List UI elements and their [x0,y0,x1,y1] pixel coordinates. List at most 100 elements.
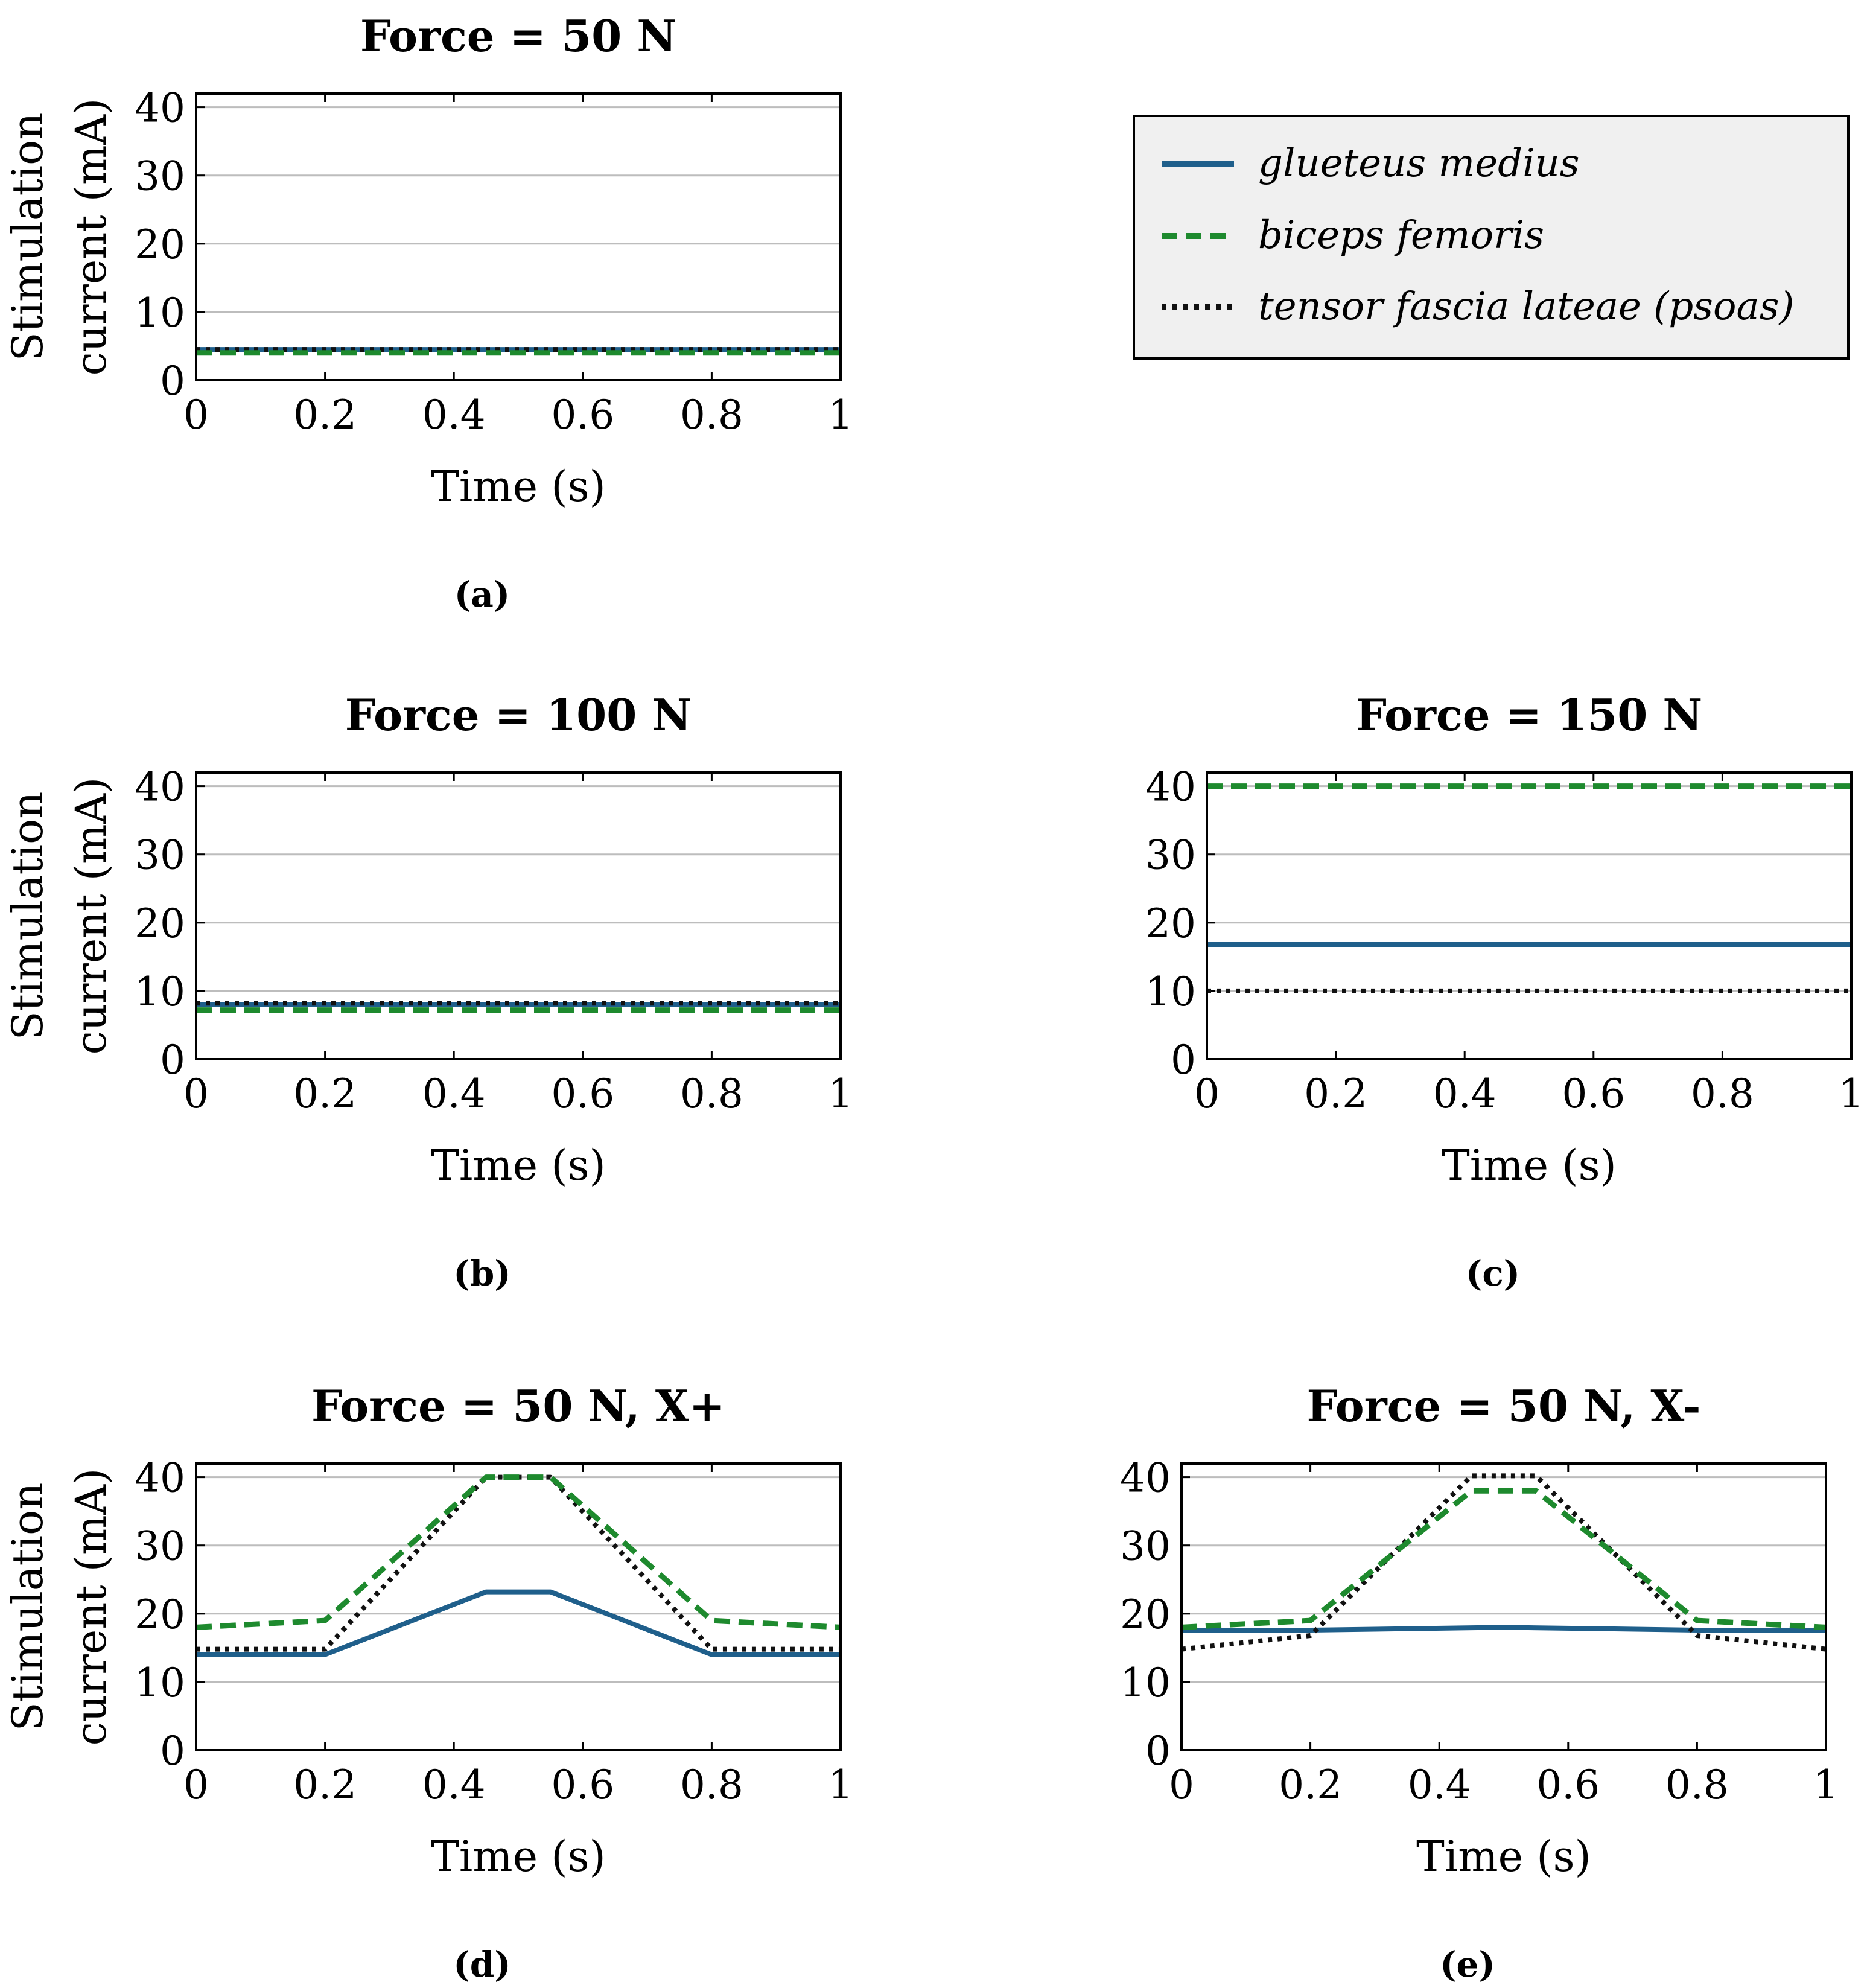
y-tick-label: 0 [1145,1728,1171,1774]
x-axis-label: Time (s) [431,462,606,511]
x-tick-label: 1 [828,1762,853,1808]
y-tick-label: 10 [1145,969,1196,1015]
x-tick-label: 0.2 [1304,1071,1367,1117]
chart-title: Force = 50 N [360,10,676,62]
x-axis-label: Time (s) [431,1141,606,1190]
x-tick-label: 0.2 [1279,1762,1342,1808]
plot-frame [195,1462,842,1751]
x-tick-label: 0.4 [1408,1762,1471,1808]
chart-panel-e: 0 10 20 30 40 0 0.2 0.4 0.6 0.8 1 Force = 50 N, X- T… [1120,1380,1839,1985]
x-tick-label: 0.6 [551,1071,614,1117]
y-tick-label: 40 [135,1455,185,1502]
plot-area [196,773,841,1059]
x-tick-label: 0.4 [422,1762,486,1808]
y-tick-label: 20 [1145,900,1196,947]
series-line-biceps [1181,1488,1827,1630]
x-tick-label: 0 [1169,1762,1194,1808]
x-tick-label: 0.4 [1433,1071,1496,1117]
series-line-biceps [196,1474,841,1630]
plot-frame [195,771,842,1060]
y-tick-label: 20 [135,221,185,268]
x-tick-label: 0 [183,392,209,438]
legend: glueteus medius biceps femoris tensor fa… [1133,115,1850,360]
series-line-glueteus [196,1589,841,1657]
x-tick-label: 1 [828,1071,853,1117]
chart-panel-a: 0 10 20 30 40 0 0.2 0.4 0.6 0.8 1 Force = 50 N Time … [3,10,853,615]
x-tick-label: 0.4 [422,1071,486,1117]
chart-title: Force = 100 N [345,689,692,741]
x-tick-label: 1 [828,392,853,438]
series-line-glueteus [1182,1625,1826,1633]
y-tick-label: 0 [1171,1037,1196,1083]
x-tick-label: 0.6 [1536,1762,1600,1808]
plot-area [196,94,841,380]
y-tick-label: 10 [135,290,185,336]
x-tick-label: 1 [1839,1071,1864,1117]
y-tick-label: 40 [135,764,185,811]
y-axis-label: current (mA) [66,1468,116,1746]
y-tick-label: 20 [135,1591,185,1638]
y-axis-label: current (mA) [66,777,116,1055]
x-tick-label: 1 [1813,1762,1839,1808]
y-tick-label: 30 [1145,832,1196,879]
chart-panel-c: 0 10 20 30 40 0 0.2 0.4 0.6 0.8 1 Force = 150 N Time… [1145,689,1864,1294]
subfigure-caption: (b) [453,1253,510,1294]
x-tick-label: 0.4 [422,392,486,438]
x-tick-label: 0.8 [680,392,743,438]
y-tick-label: 0 [160,1728,185,1774]
x-tick-label: 0.8 [680,1762,743,1808]
subfigure-caption: (d) [453,1944,510,1985]
y-axis-label: current (mA) [66,98,116,376]
y-tick-label: 30 [135,153,185,200]
chart-panel-d: 0 10 20 30 40 0 0.2 0.4 0.6 0.8 1 Force = 50 N, X+ T… [3,1380,853,1985]
chart-title: Force = 50 N, X- [1306,1380,1700,1432]
y-tick-label: 0 [160,358,185,404]
x-tick-label: 0.8 [1665,1762,1729,1808]
chart-panel-b: 0 10 20 30 40 0 0.2 0.4 0.6 0.8 1 Force = 100 N Time… [3,689,853,1294]
series-line-tensor [1181,1473,1827,1652]
x-tick-label: 0.6 [551,1762,614,1808]
plot-frame [195,92,842,381]
legend-label-tensor: tensor fascia lateae (psoas) [1258,284,1795,329]
y-tick-label: 30 [135,832,185,879]
y-tick-label: 20 [135,900,185,947]
y-tick-label: 20 [1120,1591,1171,1638]
x-tick-label: 0 [1194,1071,1220,1117]
x-tick-label: 0.8 [680,1071,743,1117]
subfigure-caption: (c) [1466,1253,1520,1294]
chart-title: Force = 50 N, X+ [311,1380,725,1432]
y-tick-label: 10 [135,1660,185,1706]
y-tick-label: 40 [135,85,185,132]
x-tick-label: 0.2 [293,392,357,438]
x-tick-label: 0.6 [551,392,614,438]
y-tick-label: 30 [135,1523,185,1570]
y-tick-label: 40 [1120,1455,1171,1502]
x-tick-label: 0.2 [293,1762,357,1808]
legend-label-biceps: biceps femoris [1258,213,1544,258]
x-axis-label: Time (s) [1416,1832,1591,1881]
x-tick-label: 0.8 [1691,1071,1754,1117]
plot-frame [1206,771,1853,1060]
plot-frame [1180,1462,1827,1751]
x-axis-label: Time (s) [1442,1141,1617,1190]
y-tick-label: 40 [1145,764,1196,811]
chart-title: Force = 150 N [1356,689,1702,741]
y-axis-label: Stimulation [3,1483,52,1732]
x-tick-label: 0 [183,1762,209,1808]
legend-box [1133,115,1850,360]
x-tick-label: 0.6 [1562,1071,1625,1117]
y-axis-label: Stimulation [3,113,52,362]
y-tick-label: 10 [135,969,185,1015]
subfigure-caption: (a) [454,574,510,615]
y-tick-label: 0 [160,1037,185,1083]
x-tick-label: 0.2 [293,1071,357,1117]
plot-area [1182,1464,1826,1750]
x-tick-label: 0 [183,1071,209,1117]
y-tick-label: 30 [1120,1523,1171,1570]
subfigure-caption: (e) [1440,1944,1495,1985]
plot-area [196,1464,841,1750]
legend-label-glueteus: glueteus medius [1258,141,1580,186]
y-axis-label: Stimulation [3,792,52,1040]
